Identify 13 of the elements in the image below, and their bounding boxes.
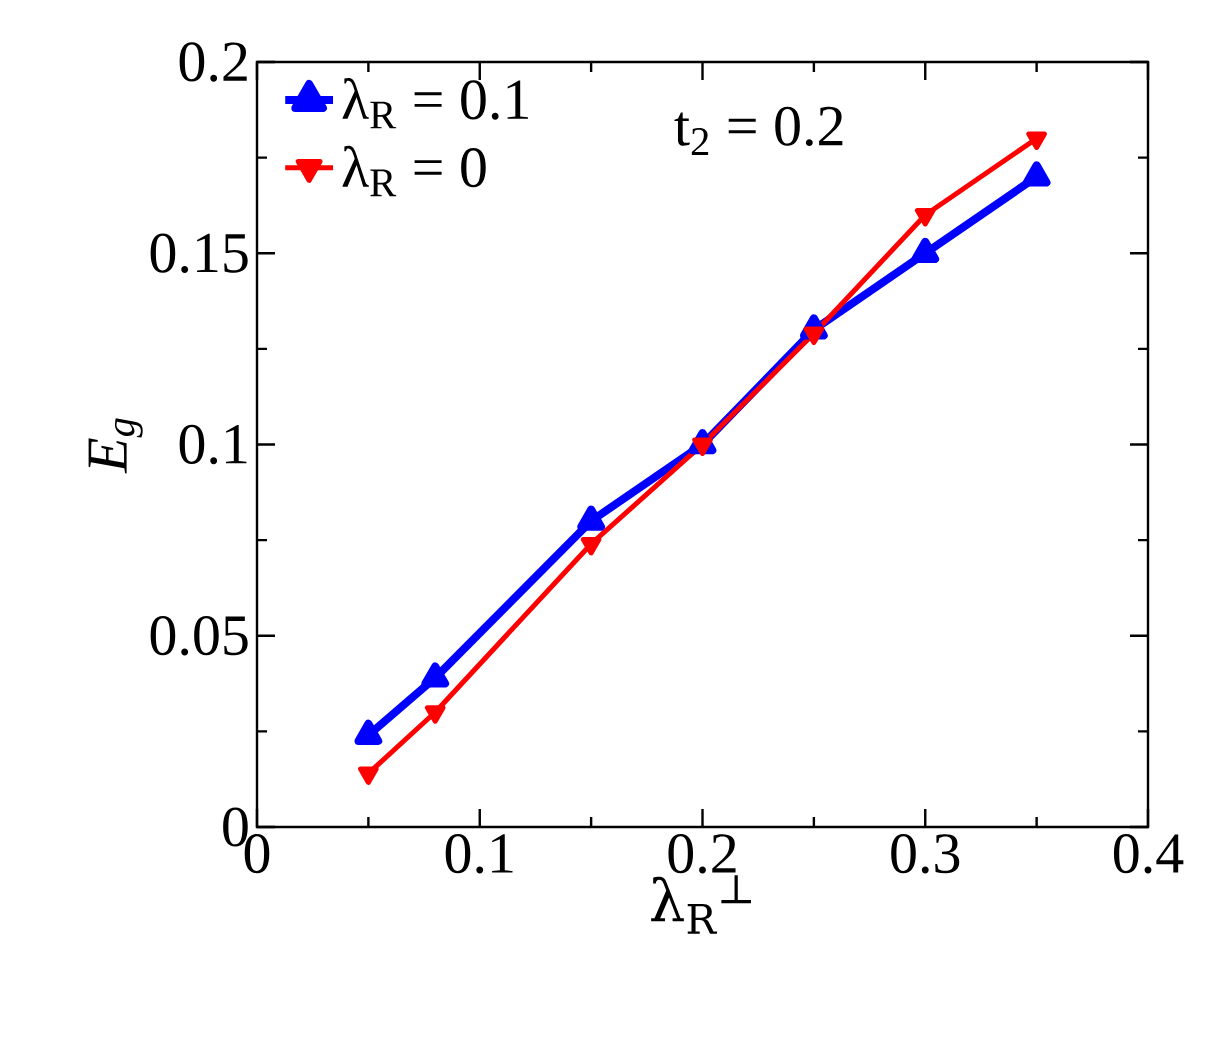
legend-label: λ$_{R}$ = 0 bbox=[342, 145, 486, 197]
y-tick-label: 0.1 bbox=[179, 424, 247, 465]
x-tick-label: 0.1 bbox=[445, 834, 513, 874]
y-tick-label: 0.2 bbox=[179, 42, 247, 82]
legend-label: λ$_{R}$ = 0.1 bbox=[342, 78, 528, 129]
x-tick-label: 0.3 bbox=[891, 834, 960, 874]
y-tick-label: 0.15 bbox=[150, 233, 248, 273]
x-tick-label: 0.2 bbox=[668, 834, 736, 874]
y-axis-title: E$_{g}$ bbox=[88, 418, 143, 474]
y-tick-label: 0.05 bbox=[150, 616, 248, 656]
annotation: t$_{2}$ = 0.2 bbox=[674, 106, 843, 155]
x-tick-label: 0.4 bbox=[1113, 834, 1184, 874]
x-axis-title: λ$_{R}$⊥ bbox=[651, 875, 751, 934]
